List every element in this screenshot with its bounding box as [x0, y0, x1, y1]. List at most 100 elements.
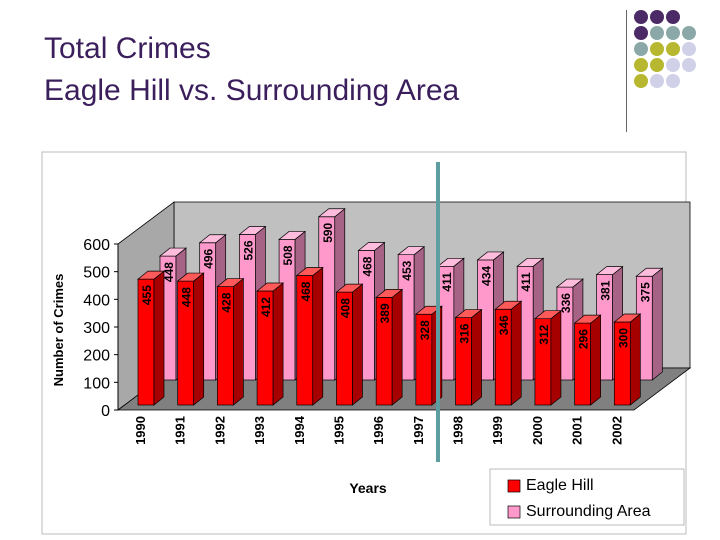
bar-eagle-hill-1996-side: [391, 288, 403, 406]
bar-eagle-hill-2002-value-label: 300: [616, 328, 630, 348]
title-line-2: Eagle Hill vs. Surrounding Area: [44, 74, 460, 107]
bar-surrounding-1991-value-label: 496: [202, 248, 216, 268]
x-tick-label: 1996: [371, 416, 386, 445]
x-tick-label: 1997: [411, 416, 426, 445]
x-axis-title: Years: [349, 480, 387, 496]
decoration-dot: [666, 42, 680, 56]
bar-eagle-hill-1992-side: [233, 277, 244, 406]
bar-surrounding-1991-top: [198, 234, 227, 244]
bar-eagle-hill-1993: [256, 282, 285, 406]
bar-eagle-hill-1999-value-label: 346: [497, 315, 511, 335]
bar-surrounding-1995-value-label: 468: [360, 256, 374, 276]
bar-eagle-hill-1999-top: [494, 300, 523, 310]
y-tick-label: 200: [83, 348, 110, 365]
legend-box: [489, 468, 685, 526]
decoration-dot: [634, 26, 648, 40]
bar-surrounding-1990-top: [159, 247, 187, 257]
x-tick-label: 1990: [133, 416, 148, 445]
y-tick-label: 400: [83, 292, 110, 309]
bar-surrounding-2000-value-label: 336: [559, 293, 573, 313]
decoration-dot: [682, 58, 696, 72]
bar-eagle-hill-1993-value-label: 412: [259, 297, 273, 317]
decoration-dot: [666, 58, 680, 72]
bar-eagle-hill-2001: [573, 314, 602, 406]
divider-line: [626, 10, 627, 132]
legend-swatch: [507, 479, 521, 493]
bar-eagle-hill-1996: [375, 288, 404, 406]
decoration-dot: [650, 42, 664, 56]
y-tick-label: 500: [83, 265, 110, 282]
bar-surrounding-1994-top: [317, 208, 346, 218]
legend-swatch: [507, 505, 521, 519]
bar-eagle-hill-1998-value-label: 316: [458, 323, 472, 343]
x-tick-label: 2001: [570, 416, 585, 445]
bar-eagle-hill-1991-side: [193, 272, 205, 406]
bar-eagle-hill-1992-value-label: 428: [219, 292, 233, 312]
bar-eagle-hill-1990-side: [153, 270, 165, 406]
bar-eagle-hill-1994-side: [312, 266, 324, 406]
bar-surrounding-2002-side: [651, 267, 663, 381]
slide-title: Total Crimes Eagle Hill vs. Surrounding …: [44, 28, 604, 112]
bar-eagle-hill-2001-side: [590, 314, 601, 406]
x-tick-label: 2002: [609, 416, 624, 445]
bar-eagle-hill-2000-side: [550, 309, 562, 406]
decoration-dot: [666, 26, 680, 40]
decoration-dot: [634, 74, 648, 88]
bar-surrounding-1993-value-label: 508: [281, 245, 295, 265]
bar-eagle-hill-2001-value-label: 296: [577, 329, 591, 349]
bar-surrounding-1997-top: [436, 257, 465, 267]
decoration-dot: [650, 26, 664, 40]
decoration-dot: [634, 58, 648, 72]
y-tick-label: 100: [83, 375, 110, 392]
bar-eagle-hill-1991-top: [176, 272, 205, 282]
bar-eagle-hill-1992: [216, 277, 245, 406]
decoration-dot: [682, 42, 696, 56]
bar-surrounding-1992-value-label: 526: [241, 240, 255, 260]
bar-eagle-hill-1994-value-label: 468: [299, 281, 313, 301]
decoration-dot: [650, 10, 664, 24]
decoration-dot: [666, 74, 680, 88]
bar-surrounding-1992-top: [238, 226, 267, 235]
decoration-dot: [650, 58, 664, 72]
bar-eagle-hill-2002-top: [613, 313, 642, 323]
decoration-dot: [650, 74, 664, 88]
x-tick-label: 1995: [331, 416, 346, 445]
y-tick-label: 300: [83, 320, 110, 337]
bar-eagle-hill-1991-value-label: 448: [180, 287, 194, 307]
decoration-dot: [634, 42, 648, 56]
bar-surrounding-1996-top: [397, 246, 426, 256]
y-axis-title: Number of Crimes: [51, 274, 66, 387]
y-tick-label: 600: [83, 237, 110, 254]
legend-label: Surrounding Area: [526, 503, 651, 520]
y-tick-label: 0: [101, 403, 110, 420]
bar-eagle-hill-1991: [176, 272, 205, 406]
bar-eagle-hill-1997-value-label: 328: [418, 320, 432, 340]
bar-eagle-hill-1999-side: [510, 300, 522, 406]
bar-eagle-hill-2000-value-label: 312: [537, 324, 551, 344]
bar-eagle-hill-1998: [454, 308, 483, 406]
decoration-dot: [666, 10, 680, 24]
bar-eagle-hill-2002-side: [629, 313, 641, 406]
bar-eagle-hill-2000: [533, 309, 562, 406]
bar-eagle-hill-2000-top: [533, 310, 562, 320]
bar-eagle-hill-1993-top: [256, 282, 285, 292]
bar-eagle-hill-1998-side: [471, 308, 482, 406]
bar-eagle-hill-1992-top: [216, 278, 245, 287]
bar-eagle-hill-2001-top: [573, 314, 602, 324]
bar-surrounding-1993-top: [278, 231, 307, 240]
bar-surrounding-2002-top: [635, 267, 664, 277]
bar-surrounding-1990-value-label: 448: [162, 262, 176, 282]
bar-eagle-hill-1993-side: [272, 282, 284, 406]
x-tick-label: 2000: [530, 416, 545, 445]
bar-eagle-hill-2002: [613, 313, 642, 406]
bar-surrounding-1997-value-label: 411: [440, 272, 454, 292]
decoration-dot: [634, 10, 648, 24]
bar-surrounding-2001-value-label: 381: [599, 280, 613, 300]
bar-eagle-hill-1997-top: [414, 305, 443, 315]
bar-surrounding-1998-top: [476, 251, 505, 261]
x-tick-label: 1994: [292, 415, 307, 445]
legend-label: Eagle Hill: [526, 477, 594, 494]
bar-eagle-hill-1994-top: [295, 267, 324, 276]
bar-eagle-hill-1995: [335, 283, 364, 406]
